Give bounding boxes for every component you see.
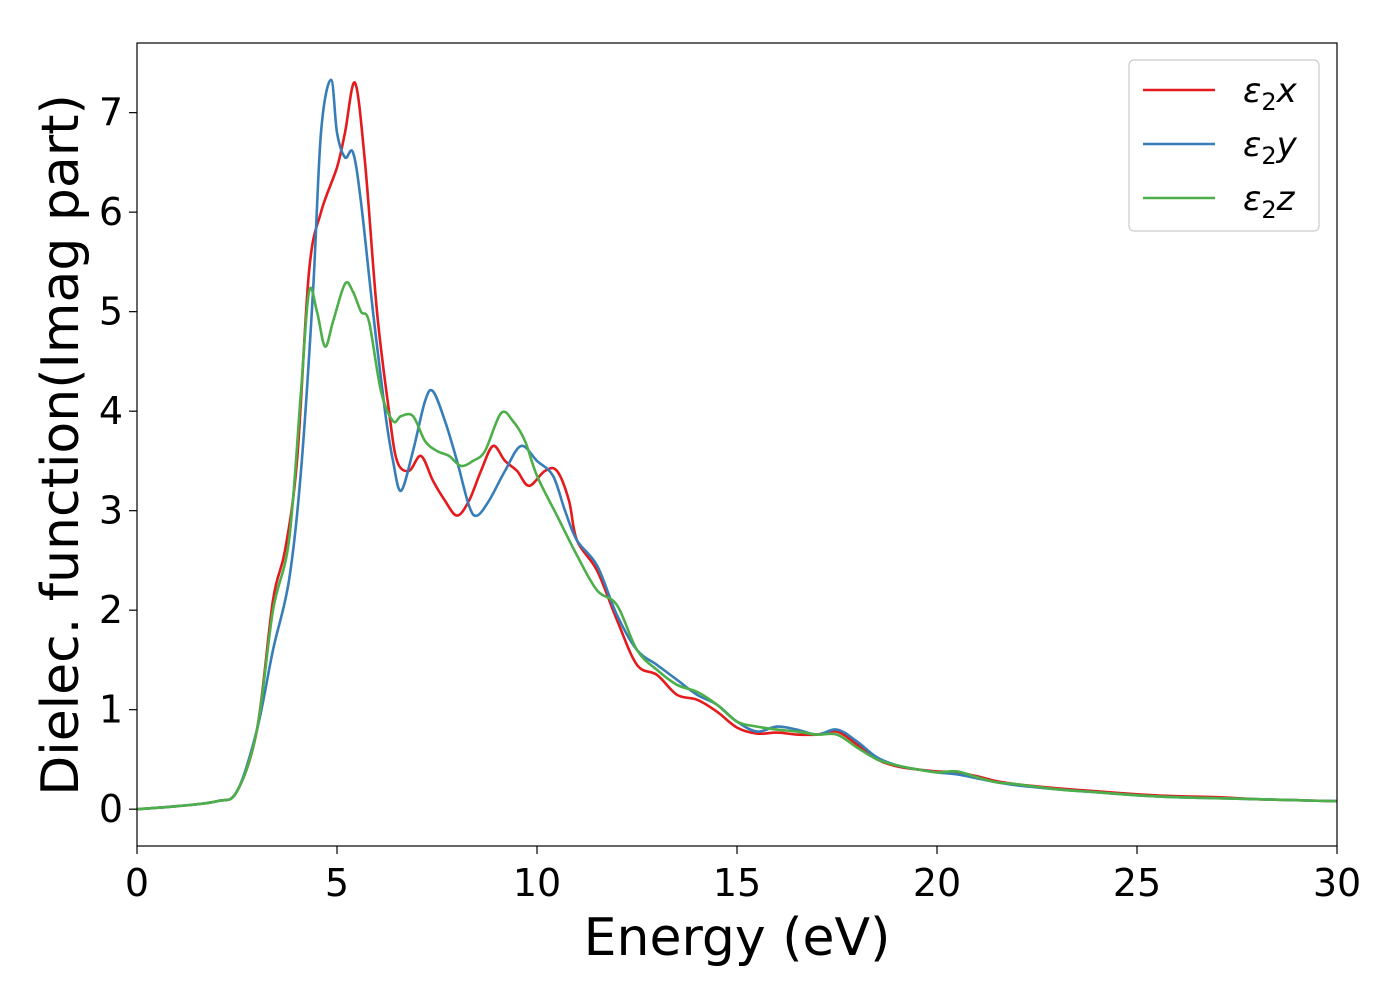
x-tick-label: 10 [513,861,561,905]
legend-label-z: ε2z [1243,179,1296,224]
x-tick-label: 30 [1313,861,1361,905]
y-tick-label: 4 [99,389,123,433]
series-line-y [136,78,1338,811]
legend: ε2x ε2y ε2z [1128,59,1320,232]
y-tick-label: 0 [99,787,123,831]
x-tick-label: 5 [325,861,349,905]
legend-label-y: ε2y [1243,125,1298,170]
legend-box [1128,59,1320,232]
x-tick-label: 0 [125,861,149,905]
y-tick-label: 1 [99,688,123,732]
y-tick-label: 7 [99,91,123,135]
y-tick-label: 6 [99,190,123,234]
x-tick-label: 15 [713,861,761,905]
axis-ticks: 0 5 10 15 20 25 30 0 1 2 3 4 5 6 7 [99,91,1361,905]
y-tick-label: 3 [99,489,123,533]
x-tick-label: 25 [1113,861,1161,905]
y-axis-title: Dielec. function(Imag part) [31,94,91,796]
y-tick-label: 2 [99,588,123,632]
x-tick-label: 20 [913,861,961,905]
y-tick-label: 5 [99,290,123,334]
legend-label-x: ε2x [1243,71,1298,116]
x-axis-title: Energy (eV) [584,908,891,968]
series-line-z [136,280,1338,811]
series-layer [136,78,1338,811]
